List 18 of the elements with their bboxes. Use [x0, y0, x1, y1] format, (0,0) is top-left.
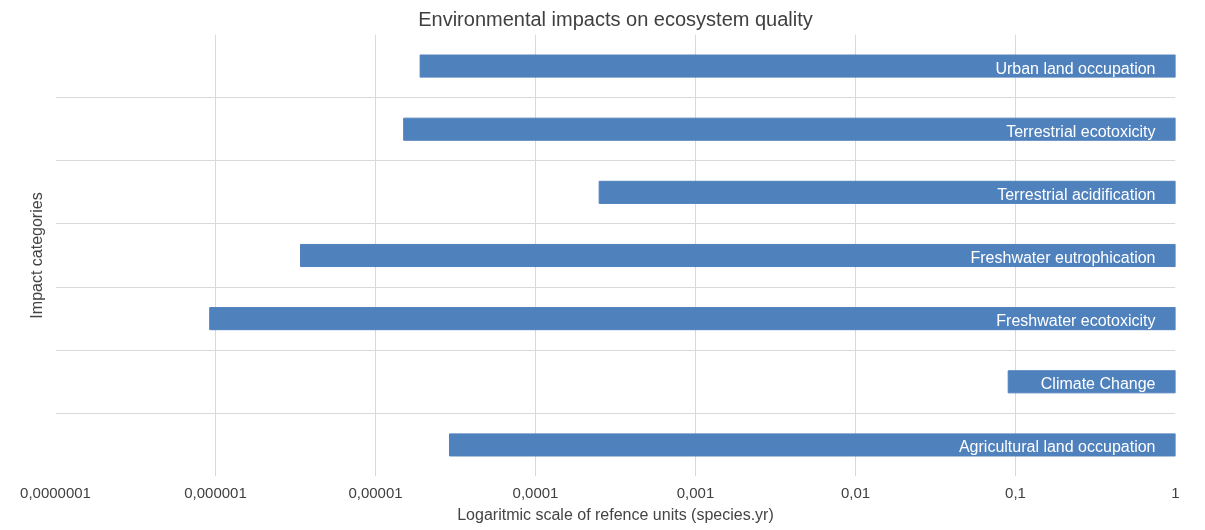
x-tick-label: 0,000001: [184, 483, 247, 501]
y-tick-label: Terrestrial acidification: [997, 185, 1156, 203]
y-tick-label: Agricultural land occupation: [958, 438, 1156, 456]
y-tick-label: Freshwater ecotoxicity: [996, 312, 1156, 330]
y-axis-title: Impact categories: [27, 192, 45, 319]
x-tick-label: 1: [1171, 483, 1180, 501]
x-axis-title: Logaritmic scale of refence units (species.yr): [457, 505, 774, 523]
x-tick-label: 0,0001: [512, 483, 559, 501]
y-tick-label: Urban land occupation: [995, 59, 1156, 77]
y-tick-label: Terrestrial ecotoxicity: [1006, 122, 1156, 140]
x-tick-label: 0,01: [840, 483, 871, 501]
y-tick-label: Climate Change: [1040, 375, 1156, 393]
x-tick-label: 0,00001: [348, 483, 403, 501]
x-tick-label: 0,0000001: [20, 483, 91, 501]
x-tick-label: 0,001: [676, 483, 715, 501]
chart-title: Environmental impacts on ecosystem quality: [418, 7, 813, 30]
x-tick-label: 0,1: [1005, 483, 1026, 501]
y-tick-label: Freshwater eutrophication: [970, 249, 1156, 266]
